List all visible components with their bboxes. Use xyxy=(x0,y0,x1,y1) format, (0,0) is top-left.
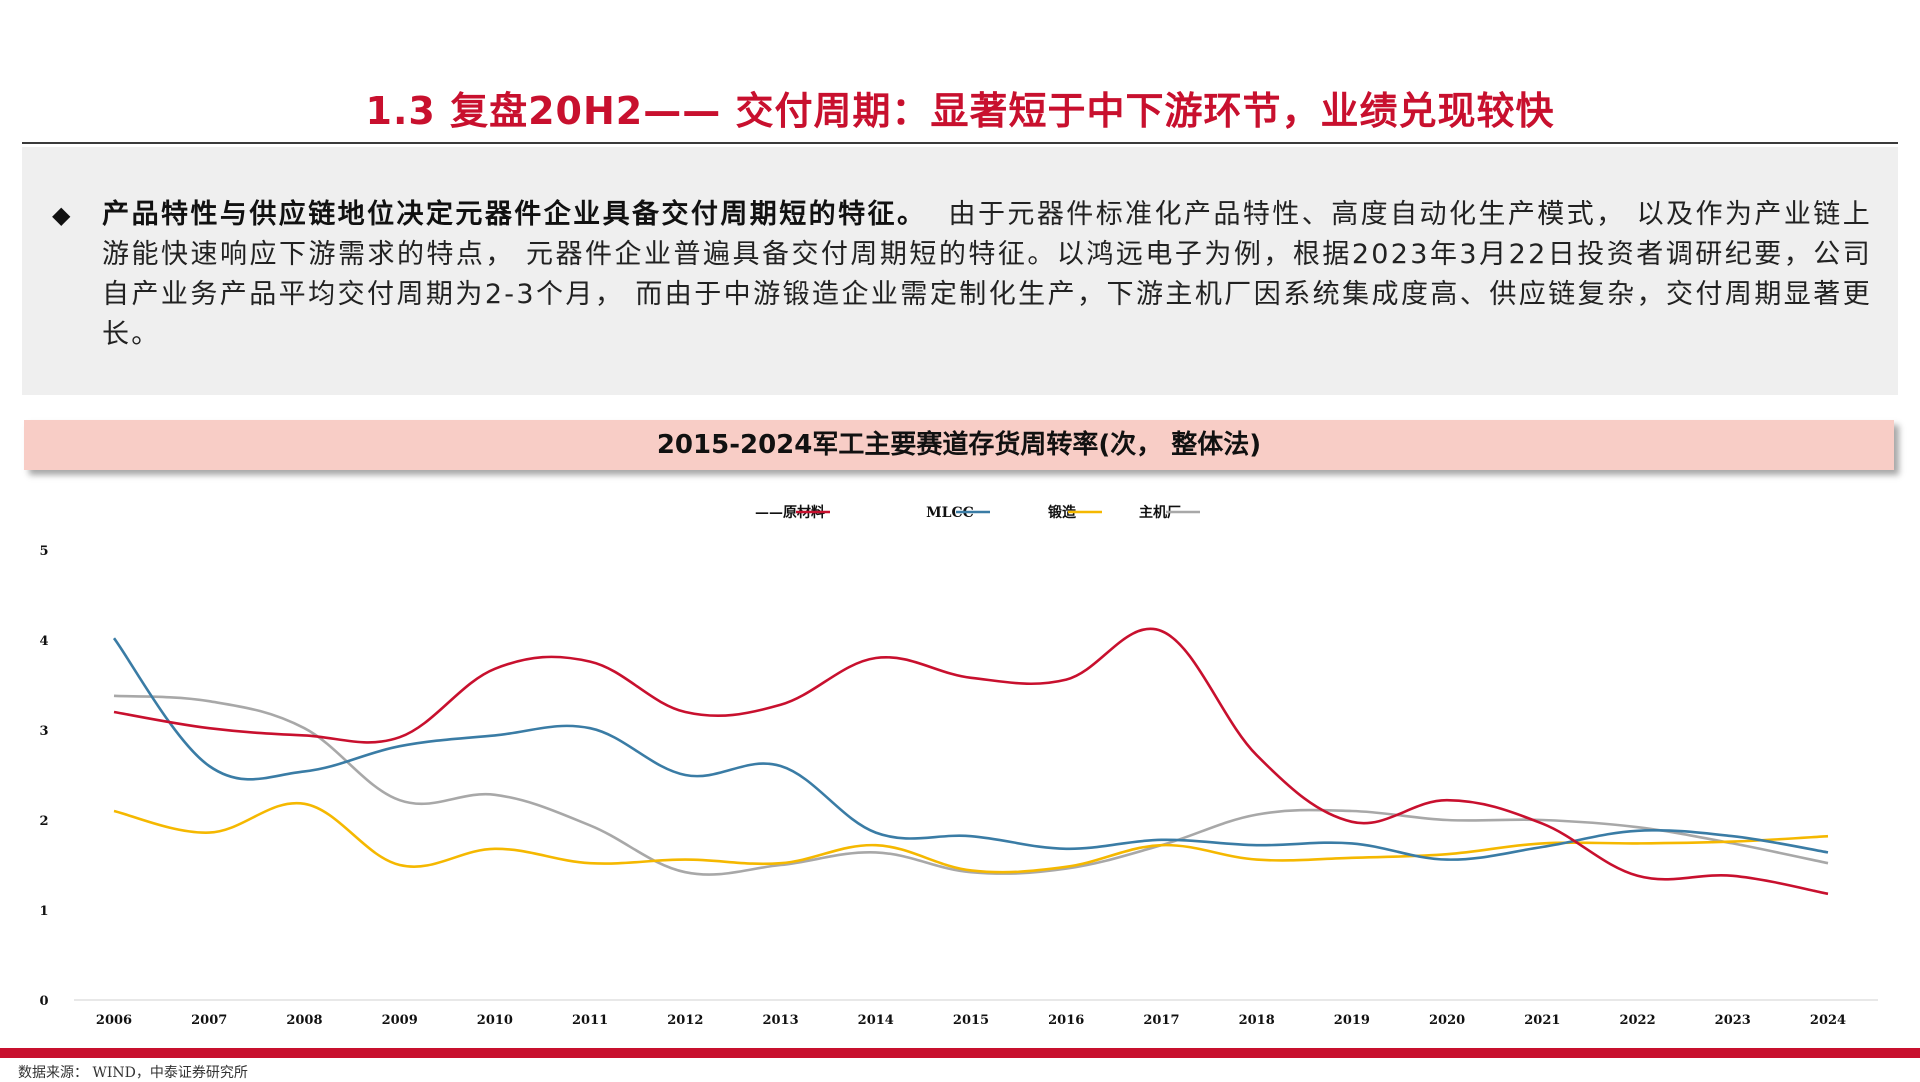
data-source-note: 数据来源： WIND，中泰证券研究所 xyxy=(18,1065,248,1081)
y-tick-label: 1 xyxy=(39,904,48,919)
y-tick-label: 0 xyxy=(39,994,48,1009)
x-tick-label: 2024 xyxy=(1810,1013,1846,1028)
x-tick-label: 2006 xyxy=(96,1013,132,1028)
diamond-bullet-icon: ◆ xyxy=(52,201,73,229)
x-tick-label: 2010 xyxy=(477,1013,513,1028)
summary-paragraph: ◆ 产品特性与供应链地位决定元器件企业具备交付周期短的特征。 由于元器件标准化产品… xyxy=(52,195,1872,355)
summary-body-text: 由于元器件标准化产品特性、高度自动化生产模式， 以及作为产业链上游能快速响应下游… xyxy=(102,199,1873,350)
chart-title: 2015-2024军工主要赛道存货周转率(次， 整体法) xyxy=(24,420,1894,470)
series-line xyxy=(112,637,1829,861)
x-tick-label: 2012 xyxy=(667,1013,703,1028)
x-tick-label: 2023 xyxy=(1715,1013,1751,1028)
series-line xyxy=(113,627,1829,896)
x-tick-label: 2015 xyxy=(953,1013,989,1028)
legend-label: 锻造 xyxy=(1048,504,1076,521)
y-tick-label: 4 xyxy=(39,634,48,649)
x-tick-label: 2019 xyxy=(1334,1013,1370,1028)
y-tick-label: 5 xyxy=(39,544,48,559)
x-tick-label: 2017 xyxy=(1143,1013,1179,1028)
y-tick-label: 2 xyxy=(39,814,48,829)
series-line xyxy=(113,694,1829,876)
line-chart: 0 1 2 3 4 5 2006 2007 2008 2009 2010 2011 2012 2013 20… xyxy=(39,504,1878,1028)
legend-label: 主机厂 xyxy=(1139,504,1181,521)
y-tick-label: 3 xyxy=(39,724,48,739)
legend-label: MLCC xyxy=(926,505,974,521)
summary-box: ◆ 产品特性与供应链地位决定元器件企业具备交付周期短的特征。 由于元器件标准化产品… xyxy=(22,147,1898,395)
x-tick-label: 2018 xyxy=(1239,1013,1275,1028)
x-tick-label: 2007 xyxy=(191,1013,227,1028)
x-tick-label: 2009 xyxy=(382,1013,418,1028)
series-line xyxy=(113,801,1829,874)
x-tick-label: 2021 xyxy=(1524,1013,1560,1028)
page-title: 1.3 复盘20H2—— 交付周期：显著短于中下游环节，业绩兑现较快 xyxy=(365,89,1555,133)
x-tick-label: 2013 xyxy=(762,1013,798,1028)
x-tick-label: 2020 xyxy=(1429,1013,1465,1028)
x-tick-label: 2011 xyxy=(572,1013,608,1028)
x-tick-label: 2014 xyxy=(858,1013,894,1028)
x-tick-label: 2022 xyxy=(1619,1013,1655,1028)
x-tick-label: 2016 xyxy=(1048,1013,1084,1028)
footer-divider xyxy=(0,1048,1920,1058)
summary-lead-text: 产品特性与供应链地位决定元器件企业具备交付周期短的特征。 xyxy=(102,199,927,230)
title-divider xyxy=(22,142,1898,144)
legend-label: ——原材料 xyxy=(755,504,825,521)
x-tick-label: 2008 xyxy=(286,1013,322,1028)
